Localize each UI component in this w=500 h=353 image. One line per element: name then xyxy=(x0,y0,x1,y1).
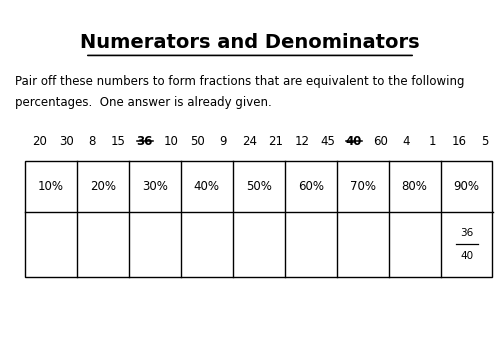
Text: 15: 15 xyxy=(111,135,126,148)
Text: 30%: 30% xyxy=(142,180,168,193)
Text: 16: 16 xyxy=(452,135,466,148)
Text: 50: 50 xyxy=(190,135,204,148)
Text: 36: 36 xyxy=(136,135,153,148)
Bar xyxy=(25,161,492,277)
Text: 60: 60 xyxy=(373,135,388,148)
Text: 8: 8 xyxy=(88,135,96,148)
Text: 80%: 80% xyxy=(402,180,427,193)
Text: 36: 36 xyxy=(460,228,473,238)
Text: 40%: 40% xyxy=(194,180,220,193)
Text: 20%: 20% xyxy=(90,180,116,193)
Text: 10: 10 xyxy=(164,135,178,148)
Text: 10%: 10% xyxy=(38,180,64,193)
Text: percentages.  One answer is already given.: percentages. One answer is already given… xyxy=(15,96,272,109)
Text: 30: 30 xyxy=(59,135,74,148)
Text: 70%: 70% xyxy=(350,180,376,193)
Text: 21: 21 xyxy=(268,135,283,148)
Text: 4: 4 xyxy=(402,135,410,148)
Text: 24: 24 xyxy=(242,135,257,148)
Text: 50%: 50% xyxy=(246,180,272,193)
Text: Pair off these numbers to form fractions that are equivalent to the following: Pair off these numbers to form fractions… xyxy=(15,75,464,88)
Text: 5: 5 xyxy=(482,135,488,148)
Text: 45: 45 xyxy=(320,135,336,148)
Text: 40: 40 xyxy=(460,251,473,261)
Text: Numerators and Denominators: Numerators and Denominators xyxy=(80,33,420,52)
Text: 90%: 90% xyxy=(454,180,479,193)
Text: 12: 12 xyxy=(294,135,310,148)
Text: 20: 20 xyxy=(32,135,48,148)
Text: 60%: 60% xyxy=(298,180,324,193)
Text: 9: 9 xyxy=(220,135,227,148)
Text: 1: 1 xyxy=(429,135,436,148)
Text: 40: 40 xyxy=(346,135,362,148)
